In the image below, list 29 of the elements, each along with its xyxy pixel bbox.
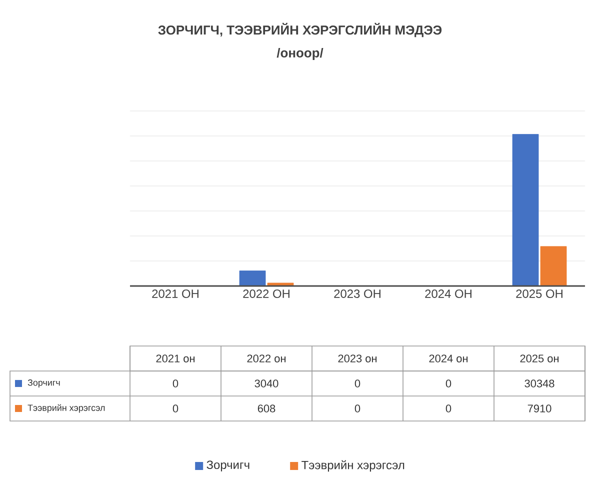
data-label: 30348 [524,380,554,388]
x-tick-label: 2021 ОН [152,290,198,298]
data-label: 0 [446,380,452,388]
x-tick-label: 2022 ОН [243,290,290,298]
x-tick-label: 2024 ОН [425,290,472,298]
data-label: 608 [258,404,276,412]
legend-label: Зорчигч [28,379,60,388]
data-label: 7910 [528,404,552,412]
data-label: 3040 [254,380,278,388]
bar [540,246,567,286]
chart-title: ЗОРЧИГЧ, ТЭЭВРИЙН ХЭРЭГСЛИЙН МЭДЭЭ [158,22,442,38]
text: 2022 он [247,354,286,362]
text: Зорчигч [206,460,250,472]
text: 2021 он [156,354,195,362]
data-label: 0 [446,404,452,412]
data-label: 0 [354,404,360,412]
data-label: 0 [172,404,178,412]
text: 2024 он [429,354,468,362]
text: 2023 он [338,354,377,362]
data-label: 0 [172,380,178,388]
bar [239,270,266,286]
x-tick-label: 2023 ОН [334,290,380,298]
x-tick-label: 2025 ОН [516,290,562,298]
text: 2025 он [520,354,559,362]
legend-label: Тээврийн хэрэгсэл [28,404,105,413]
chart-subtitle: /оноор/ [276,48,324,60]
text: Тээврийн хэрэгсэл [302,460,404,472]
bar [512,134,539,286]
data-label: 0 [354,380,360,388]
